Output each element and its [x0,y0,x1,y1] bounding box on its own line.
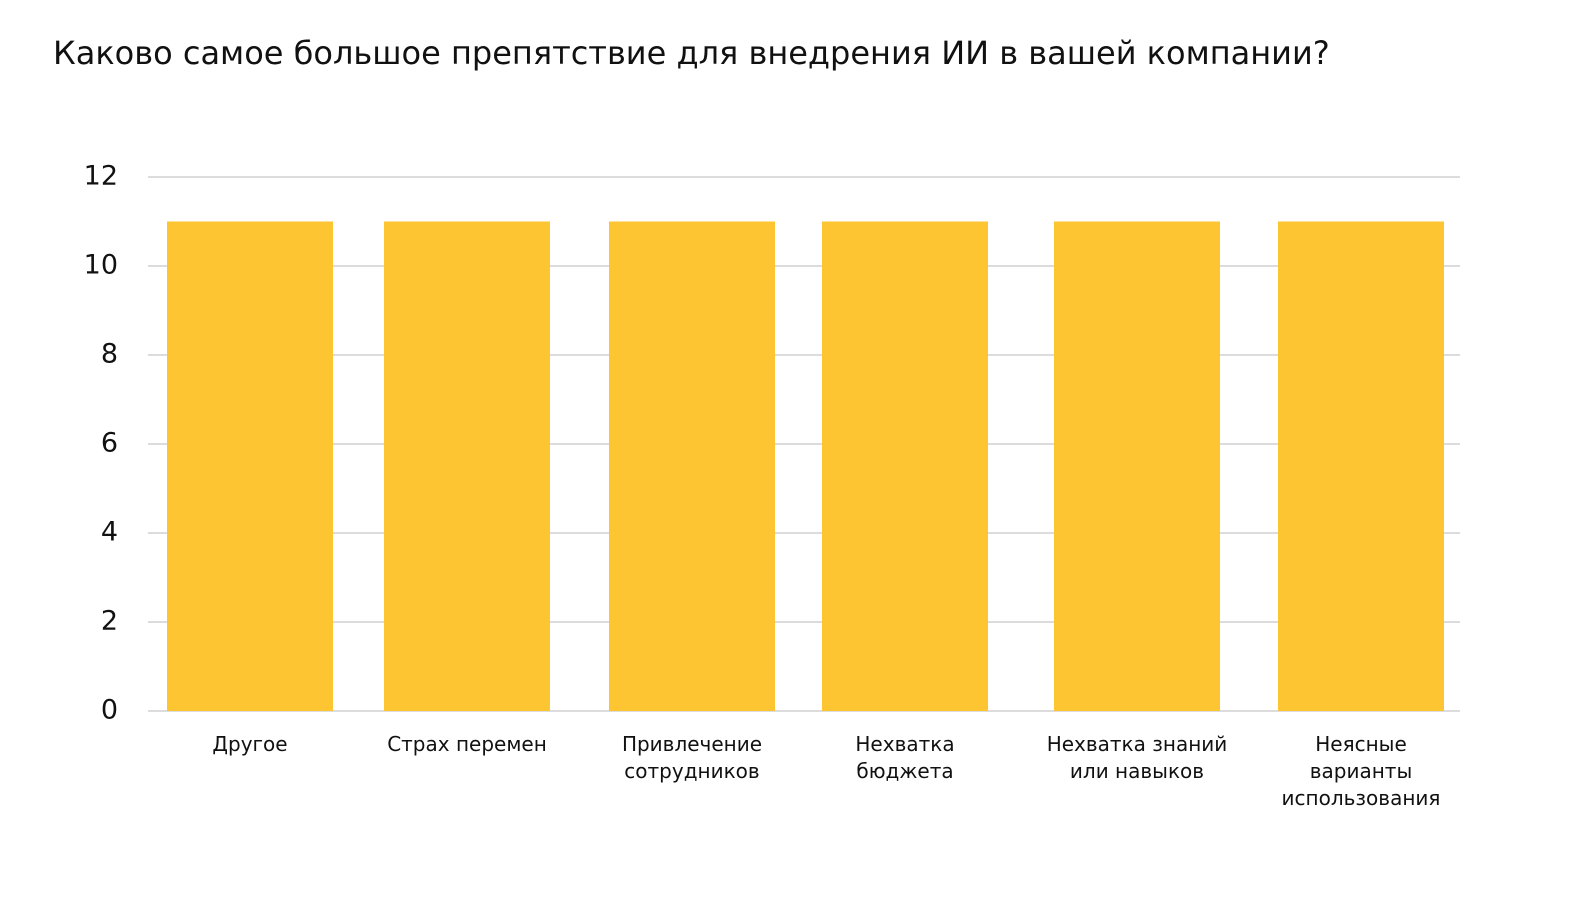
y-tick-label: 10 [84,250,118,281]
bar [609,221,775,711]
bar [167,221,333,711]
y-tick-label: 6 [101,428,118,459]
x-tick-label: Нехватка бюджета [855,732,955,783]
y-tick-label: 8 [101,339,118,370]
x-tick-label: Нехватка знаний или навыков [1046,732,1228,783]
x-tick-label: Страх перемен [387,732,547,756]
chart-title: Каково самое большое препятствие для вне… [53,34,1330,72]
bar [384,221,550,711]
bar [822,221,988,711]
y-tick-label: 12 [84,161,118,192]
y-tick-label: 2 [101,606,118,637]
x-tick-label: Привлечение сотрудников [621,732,763,783]
y-tick-label: 4 [101,517,118,548]
bar [1054,221,1220,711]
x-tick-label: Неясные варианты использования [1281,732,1441,810]
bar [1278,221,1444,711]
y-tick-label: 0 [101,695,118,726]
x-tick-label: Другое [212,732,288,756]
